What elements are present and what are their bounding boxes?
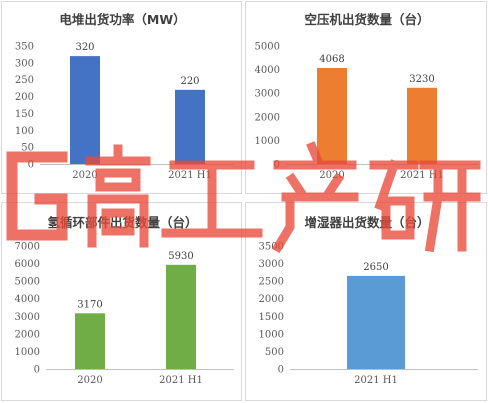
bar [407, 87, 437, 164]
bar [166, 264, 196, 369]
y-tick-label: 4000 [255, 65, 280, 76]
y-tick-label: 5000 [255, 42, 280, 53]
chart-title: 电堆出货功率（MW） [59, 12, 185, 27]
x-tick-label: 2020 [77, 375, 102, 386]
data-label: 3170 [77, 299, 102, 310]
x-tick-label: 2021 H1 [400, 170, 444, 181]
y-tick-label: 350 [15, 42, 34, 53]
y-tick-label: 3000 [259, 259, 284, 270]
x-tick-label: 2021 H1 [159, 375, 203, 386]
y-tick-label: 2000 [259, 294, 284, 305]
data-label: 4068 [319, 54, 344, 65]
y-tick-label: 300 [15, 58, 34, 69]
bar [317, 67, 347, 164]
y-tick-label: 7000 [15, 242, 40, 253]
chart-title: 氢循环部件出货数量（台） [47, 215, 197, 230]
bar [175, 89, 205, 164]
y-tick-label: 4000 [15, 294, 40, 305]
chart-panel-air-compressor: 空压机出货数量（台） 0 1000 2000 3000 4000 5000 4068 2020 3… [245, 1, 487, 194]
y-tick-label: 3000 [15, 312, 40, 323]
chart-panel-hydrogen-circulation: 氢循环部件出货数量（台） 0 1000 2000 3000 4000 5000 6000 700… [1, 202, 242, 401]
y-tick-label: 2500 [259, 277, 284, 288]
y-tick-label: 1500 [259, 312, 284, 323]
y-tick-label: 150 [15, 109, 34, 120]
y-tick-label: 50 [21, 143, 34, 154]
x-tick-label: 2020 [319, 170, 344, 181]
y-tick-label: 250 [15, 75, 34, 86]
y-tick-label: 2000 [15, 329, 40, 340]
y-tick-label: 200 [15, 92, 34, 103]
y-tick-label: 3500 [259, 242, 284, 253]
y-tick-label: 2000 [255, 112, 280, 123]
y-tick-label: 5000 [15, 277, 40, 288]
y-tick-label: 0 [28, 160, 34, 171]
data-label: 2650 [363, 262, 388, 273]
y-tick-label: 1000 [255, 136, 280, 147]
y-tick-label: 100 [15, 126, 34, 137]
y-tick-label: 500 [265, 347, 284, 358]
chart-title: 空压机出货数量（台） [304, 12, 429, 27]
chart-title: 增湿器出货数量（台） [304, 215, 429, 230]
chart-humidifier: 增湿器出货数量（台） 0 500 1000 1500 2000 2500 3000 3500 26… [259, 215, 478, 386]
y-tick-label: 1000 [15, 347, 40, 358]
chart-hydrogen-circulation: 氢循环部件出货数量（台） 0 1000 2000 3000 4000 5000 6000 700… [15, 215, 234, 386]
chart-air-compressor: 空压机出货数量（台） 0 1000 2000 3000 4000 5000 4068 2020 3… [255, 12, 478, 181]
bar [347, 275, 405, 369]
y-tick-label: 0 [34, 365, 40, 376]
x-tick-label: 2021 H1 [168, 170, 212, 181]
data-label: 5930 [168, 251, 193, 262]
data-label: 220 [180, 76, 199, 87]
y-tick-label: 1000 [259, 329, 284, 340]
x-tick-label: 2020 [72, 170, 97, 181]
chart-panel-stack-power: 电堆出货功率（MW） 0 50 100 150 200 250 300 350 320 2020 22… [1, 1, 242, 194]
data-label: 3230 [409, 74, 434, 85]
y-tick-label: 0 [278, 365, 284, 376]
y-tick-label: 3000 [255, 89, 280, 100]
y-tick-label: 0 [274, 160, 280, 171]
bar [70, 56, 100, 164]
bar [75, 313, 105, 369]
data-label: 320 [75, 42, 94, 53]
chart-stack-power: 电堆出货功率（MW） 0 50 100 150 200 250 300 350 320 2020 22… [15, 12, 234, 181]
chart-panel-humidifier: 增湿器出货数量（台） 0 500 1000 1500 2000 2500 3000 3500 26… [245, 202, 487, 401]
y-tick-label: 6000 [15, 259, 40, 270]
x-tick-label: 2021 H1 [354, 375, 398, 386]
